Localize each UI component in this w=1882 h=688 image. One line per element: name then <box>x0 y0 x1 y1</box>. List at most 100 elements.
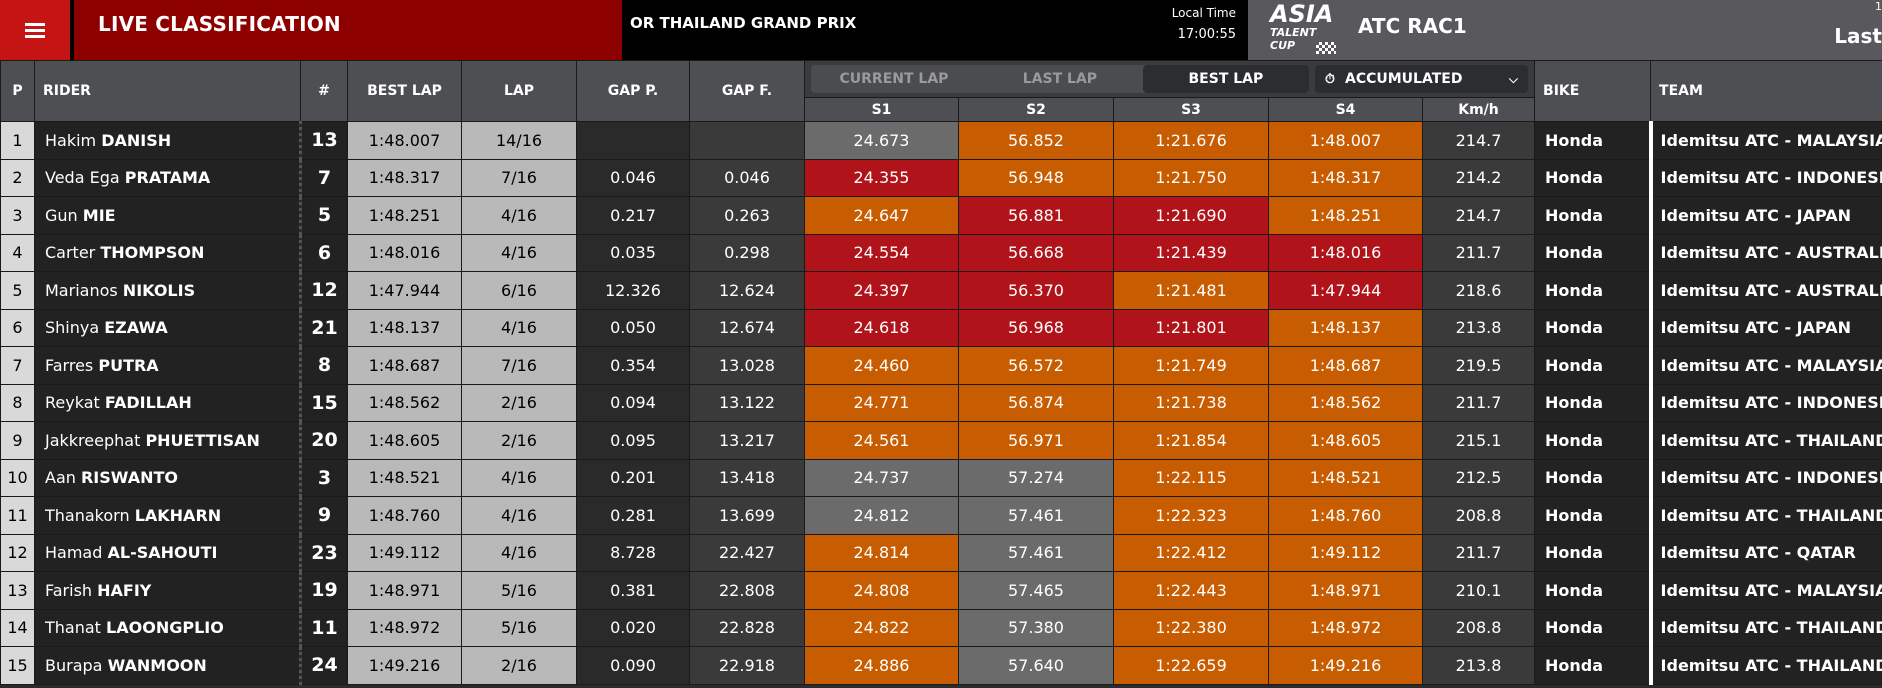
table-row[interactable]: 6 Shinya EZAWA 21 1:48.137 4/16 0.050 12.674 24… <box>0 308 1882 347</box>
speed-cell: 212.5 <box>1421 458 1536 497</box>
col-header-team[interactable]: TEAM <box>1650 60 1882 122</box>
sector2-cell: 56.948 <box>958 158 1114 197</box>
gap-first-cell: 13.122 <box>689 383 805 422</box>
hamburger-icon <box>25 20 45 41</box>
col-header-position[interactable]: P <box>0 60 35 122</box>
col-header-number[interactable]: # <box>300 60 348 122</box>
rider-last-name: FADILLAH <box>104 393 192 413</box>
position-cell: 7 <box>0 346 35 385</box>
table-row[interactable]: 13 Farish HAFIY 19 1:48.971 5/16 0.381 22.808 2… <box>0 571 1882 610</box>
table-row[interactable]: 14 Thanat LAOONGPLIO 11 1:48.972 5/16 0.020 22… <box>0 608 1882 647</box>
sector3-cell: 1:22.115 <box>1113 458 1269 497</box>
position-cell: 14 <box>0 608 35 647</box>
position-cell: 12 <box>0 533 35 572</box>
speed-cell: 211.7 <box>1421 233 1536 272</box>
gap-previous-cell: 0.020 <box>576 608 690 647</box>
rider-first-name: Marianos <box>45 280 118 300</box>
table-row[interactable]: 12 Hamad AL-SAHOUTI 23 1:49.112 4/16 8.728 22.… <box>0 533 1882 572</box>
speed-cell: 219.5 <box>1421 346 1536 385</box>
col-header-gap-first[interactable]: GAP F. <box>689 60 805 122</box>
sector4-cell: 1:48.971 <box>1268 571 1423 610</box>
tab-best-lap[interactable]: BEST LAP <box>1142 65 1309 93</box>
table-row[interactable]: 5 Marianos NIKOLIS 12 1:47.944 6/16 12.326 12.… <box>0 271 1882 310</box>
team-cell: Idemitsu ATC - THAILAND <box>1648 421 1882 460</box>
col-header-s1[interactable]: S1 <box>804 97 959 122</box>
sector1-cell: 24.814 <box>804 533 959 572</box>
best-lap-cell: 1:48.971 <box>347 571 462 610</box>
menu-button[interactable] <box>0 0 70 60</box>
table-row[interactable]: 15 Burapa WANMOON 24 1:49.216 2/16 0.090 22.91… <box>0 646 1882 685</box>
gap-first-cell: 12.624 <box>689 271 805 310</box>
table-row[interactable]: 8 Reykat FADILLAH 15 1:48.562 2/16 0.094 13.12… <box>0 383 1882 422</box>
sector2-cell: 56.874 <box>958 383 1114 422</box>
col-header-best-lap[interactable]: BEST LAP <box>347 60 462 122</box>
col-header-lap[interactable]: LAP <box>461 60 577 122</box>
col-header-s2[interactable]: S2 <box>958 97 1114 122</box>
team-cell: Idemitsu ATC - THAILAND <box>1648 608 1882 647</box>
speed-cell: 214.7 <box>1421 121 1536 160</box>
table-row[interactable]: 7 Farres PUTRA 8 1:48.687 7/16 0.354 13.028 24.… <box>0 346 1882 385</box>
rider-first-name: Shinya <box>45 318 100 338</box>
lap-count-cell: 4/16 <box>461 233 577 272</box>
gap-first-cell <box>689 121 805 160</box>
position-cell: 10 <box>0 458 35 497</box>
team-cell: Idemitsu ATC - INDONESIA <box>1648 458 1882 497</box>
sector1-cell: 24.771 <box>804 383 959 422</box>
bike-cell: Honda <box>1534 158 1652 197</box>
rider-last-name: PUTRA <box>98 355 159 375</box>
col-header-rider[interactable]: RIDER <box>34 60 301 122</box>
tab-last-lap[interactable]: LAST LAP <box>1022 71 1098 87</box>
col-header-bike[interactable]: BIKE <box>1534 60 1652 122</box>
rider-cell: Thanakorn LAKHARN <box>34 496 301 535</box>
best-lap-cell: 1:47.944 <box>347 271 462 310</box>
table-row[interactable]: 9 Jakkreephat PHUETTISAN 20 1:48.605 2/16 0.0… <box>0 421 1882 460</box>
top-header: LIVE CLASSIFICATION OR THAILAND GRAND PR… <box>0 0 1882 60</box>
sector2-cell: 57.640 <box>958 646 1114 685</box>
gap-previous-cell: 0.281 <box>576 496 690 535</box>
bike-cell: Honda <box>1534 383 1652 422</box>
gap-previous-cell: 0.354 <box>576 346 690 385</box>
rider-cell: Carter THOMPSON <box>34 233 301 272</box>
lap-count-cell: 2/16 <box>461 383 577 422</box>
bike-cell: Honda <box>1534 271 1652 310</box>
rider-first-name: Hakim <box>45 130 97 150</box>
rider-cell: Aan RISWANTO <box>34 458 301 497</box>
col-header-gap-previous[interactable]: GAP P. <box>576 60 690 122</box>
sector3-cell: 1:21.481 <box>1113 271 1269 310</box>
sector4-cell: 1:48.687 <box>1268 346 1423 385</box>
table-row[interactable]: 1 Hakim DANISH 13 1:48.007 14/16 24.673 56.852… <box>0 121 1882 160</box>
accumulated-dropdown[interactable]: ⏱ ACCUMULATED ⌵ <box>1314 65 1529 93</box>
lap-count-cell: 4/16 <box>461 496 577 535</box>
sector4-cell: 1:48.760 <box>1268 496 1423 535</box>
team-cell: Idemitsu ATC - INDONESIA <box>1648 158 1882 197</box>
rider-number-cell: 8 <box>299 346 348 385</box>
col-header-s3[interactable]: S3 <box>1113 97 1269 122</box>
gap-first-cell: 0.046 <box>689 158 805 197</box>
table-row[interactable]: 10 Aan RISWANTO 3 1:48.521 4/16 0.201 13.418 24… <box>0 458 1882 497</box>
bike-cell: Honda <box>1534 308 1652 347</box>
lap-count-cell: 7/16 <box>461 346 577 385</box>
col-header-s4[interactable]: S4 <box>1268 97 1423 122</box>
table-row[interactable]: 2 Veda Ega PRATAMA 7 1:48.317 7/16 0.046 0.046… <box>0 158 1882 197</box>
best-lap-cell: 1:48.760 <box>347 496 462 535</box>
gap-first-cell: 0.263 <box>689 196 805 235</box>
lap-count-cell: 2/16 <box>461 646 577 685</box>
position-cell: 2 <box>0 158 35 197</box>
tab-current-lap[interactable]: CURRENT LAP <box>839 71 949 87</box>
rider-number-cell: 3 <box>299 458 348 497</box>
sector2-cell: 56.852 <box>958 121 1114 160</box>
rider-last-name: AL-SAHOUTI <box>107 543 218 563</box>
table-row[interactable]: 4 Carter THOMPSON 6 1:48.016 4/16 0.035 0.298 2… <box>0 233 1882 272</box>
rider-last-name: LAOONGPLIO <box>106 618 224 638</box>
page-title-block: LIVE CLASSIFICATION <box>74 0 622 60</box>
col-header-speed[interactable]: Km/h <box>1421 97 1536 122</box>
sector4-cell: 1:47.944 <box>1268 271 1423 310</box>
sector3-cell: 1:21.738 <box>1113 383 1269 422</box>
rider-first-name: Burapa <box>45 655 103 675</box>
bike-cell: Honda <box>1534 346 1652 385</box>
bike-cell: Honda <box>1534 608 1652 647</box>
rider-last-name: DANISH <box>101 130 172 150</box>
table-row[interactable]: 11 Thanakorn LAKHARN 9 1:48.760 4/16 0.281 13.… <box>0 496 1882 535</box>
table-row[interactable]: 3 Gun MIE 5 1:48.251 4/16 0.217 0.263 24.647 56.… <box>0 196 1882 235</box>
lap-count-cell: 5/16 <box>461 571 577 610</box>
